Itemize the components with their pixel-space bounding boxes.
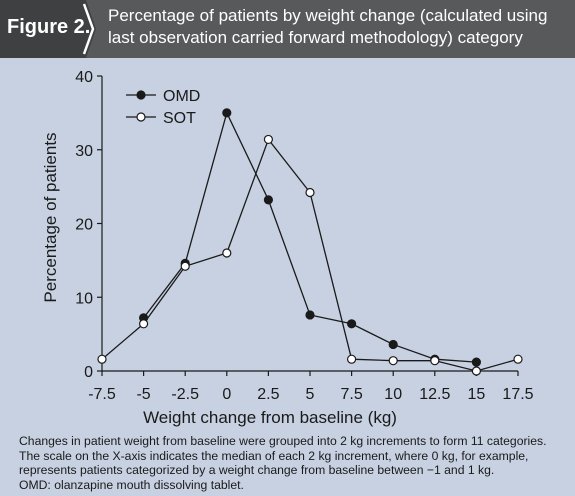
- figure-title-line-2: last observation carried forward methodo…: [108, 28, 523, 47]
- x-tick-label: -5: [136, 386, 150, 403]
- x-tick-label: 10: [384, 386, 402, 403]
- sot-data-point: [513, 354, 523, 364]
- caption-line-2: The scale on the X-axis indicates the me…: [19, 448, 529, 463]
- figure-title: Percentage of patients by weight change …: [108, 5, 568, 49]
- x-tick-label: 15: [468, 386, 486, 403]
- line-chart: 0 10 20 30 40 -7.5 -5 -2.5 0 2.5 5 7.5 10 12.5 15 17.5 W…: [41, 69, 534, 427]
- sot-data-point: [180, 261, 190, 271]
- omd-data-point: [471, 357, 481, 367]
- omd-data-point: [305, 310, 315, 320]
- y-tick-label: 30: [75, 143, 93, 160]
- sot-data-point: [97, 354, 107, 364]
- sot-data-point: [263, 134, 273, 145]
- figure-caption: Changes in patient weight from baseline …: [19, 434, 559, 492]
- omd-data-point: [388, 339, 398, 350]
- sot-series-line: [101, 138, 519, 372]
- sot-data-point: [347, 354, 357, 364]
- x-tick-label: 12.5: [419, 386, 450, 403]
- omd-data-point: [222, 108, 232, 118]
- x-tick-label: 2.5: [257, 386, 279, 403]
- figure-title-line-1: Percentage of patients by weight change …: [108, 6, 548, 25]
- caption-line-3: represents patients categorized by a wei…: [19, 463, 495, 478]
- x-tick-label: -2.5: [171, 386, 199, 403]
- omd-data-point: [347, 319, 357, 329]
- sot-data-point: [388, 356, 398, 366]
- figure-label: Figure 2.: [7, 16, 91, 38]
- omd-data-point: [263, 195, 273, 205]
- x-tick-label: 17.5: [502, 386, 533, 403]
- x-tick-label: 7.5: [340, 386, 362, 403]
- figure-panel: [0, 58, 575, 496]
- omd-series-line: [143, 111, 477, 363]
- y-tick-label: 20: [75, 217, 93, 234]
- y-tick-label: 0: [84, 364, 93, 381]
- sot-data-point: [139, 319, 149, 329]
- x-tick-label: -7.5: [88, 386, 116, 403]
- legend-sot-marker: [136, 112, 146, 122]
- figure-badge: Figure 2.: [0, 0, 96, 58]
- legend-sot-label: SOT: [163, 110, 196, 127]
- sot-data-point: [471, 366, 481, 376]
- caption-line-4: OMD: olanzapine mouth dissolving tablet.: [19, 477, 244, 492]
- caption-line-1: Changes in patient weight from baseline …: [19, 434, 547, 448]
- y-tick-label: 40: [75, 69, 93, 86]
- sot-data-point: [305, 187, 315, 198]
- figure-header: Figure 2. Percentage of patients by weig…: [0, 0, 575, 58]
- y-tick-label: 10: [75, 290, 93, 307]
- sot-data-point: [430, 356, 440, 366]
- x-tick-label: 5: [306, 386, 315, 403]
- sot-data-point: [222, 248, 232, 258]
- y-axis-label: Percentage of patients: [41, 132, 60, 302]
- x-tick-label: 0: [222, 386, 231, 403]
- legend-omd-label: OMD: [163, 88, 200, 105]
- legend-omd-marker: [136, 90, 146, 100]
- figure-badge-shape: [0, 0, 96, 58]
- x-axis-label: Weight change from baseline (kg): [143, 408, 397, 427]
